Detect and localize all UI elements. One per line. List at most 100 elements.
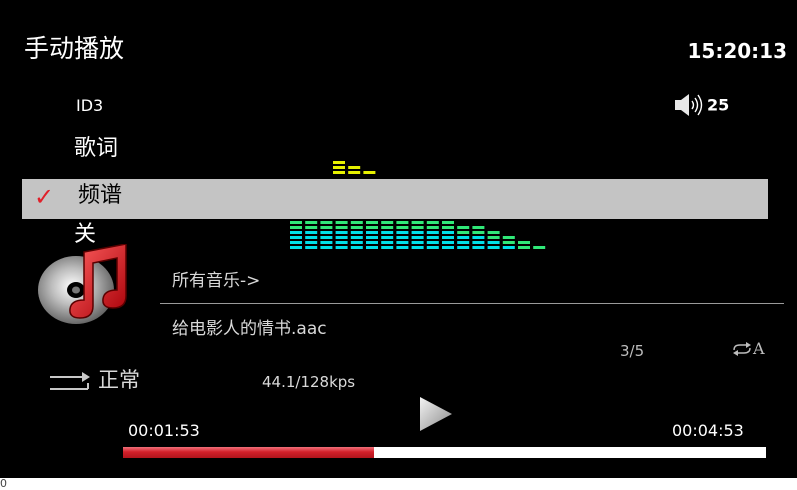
spectrum-segment — [487, 236, 500, 239]
spectrum-segment — [320, 236, 333, 239]
spectrum-segment — [350, 246, 363, 249]
spectrum-segment — [320, 246, 333, 249]
spectrum-segment — [487, 246, 500, 249]
spectrum-segment — [290, 246, 302, 249]
spectrum-segment — [350, 236, 363, 239]
spectrum-segment — [472, 246, 485, 249]
spectrum-segment — [411, 246, 424, 249]
spectrum-segment — [502, 236, 515, 239]
menu-item-off[interactable]: 关 — [74, 222, 97, 247]
volume-level: 25 — [707, 95, 730, 115]
volume-indicator[interactable]: 25 — [675, 94, 729, 116]
play-mode-label[interactable]: 正常 — [98, 368, 140, 392]
spectrum-segment — [350, 226, 363, 229]
elapsed-time: 00:01:53 — [128, 421, 200, 440]
spectrum-segment — [290, 236, 302, 239]
spectrum-segment — [457, 231, 470, 234]
progress-bar[interactable] — [123, 447, 766, 458]
repeat-icon — [733, 341, 751, 356]
spectrum-segment — [305, 226, 318, 229]
spectrum-segment — [305, 231, 318, 234]
corner-mark: 0 — [0, 477, 7, 490]
menu-item-lyrics[interactable]: 歌词 — [74, 136, 119, 161]
spectrum-segment — [290, 241, 302, 244]
spectrum-segment — [457, 226, 470, 229]
spectrum-segment — [381, 226, 394, 229]
spectrum-segment — [366, 236, 378, 239]
spectrum-segment — [472, 236, 485, 239]
spectrum-segment — [305, 221, 318, 224]
clock: 15:20:13 — [687, 39, 788, 63]
spectrum-segment — [426, 231, 439, 234]
repeat-mode-button[interactable]: A — [731, 338, 765, 358]
play-mode-icon[interactable] — [48, 369, 92, 395]
spectrum-segment — [335, 236, 348, 239]
spectrum-segment — [502, 246, 515, 249]
spectrum-segment — [381, 241, 394, 244]
spectrum-segment — [396, 246, 409, 249]
spectrum-segment — [333, 171, 345, 174]
spectrum-segment — [442, 231, 454, 234]
track-filename: 给电影人的情书.aac — [172, 319, 327, 339]
spectrum-segment — [350, 231, 363, 234]
spectrum-segment — [320, 241, 333, 244]
spectrum-segment — [396, 236, 409, 239]
spectrum-segment — [366, 226, 378, 229]
divider — [160, 303, 784, 304]
spectrum-segment — [381, 221, 394, 224]
player-screen: 手动播放 15:20:13 25 ID3 歌词 ✓ 频谱 关 — [0, 0, 797, 478]
spectrum-segment — [442, 226, 454, 229]
spectrum-segment — [320, 221, 333, 224]
spectrum-segment — [457, 241, 470, 244]
spectrum-segment — [472, 241, 485, 244]
spectrum-segment — [411, 221, 424, 224]
spectrum-segment — [290, 221, 302, 224]
spectrum-segment — [348, 166, 361, 169]
spectrum-segment — [320, 231, 333, 234]
spectrum-segment — [396, 241, 409, 244]
page-title: 手动播放 — [24, 34, 125, 63]
menu-item-label: 频谱 — [78, 183, 123, 208]
spectrum-segment — [411, 226, 424, 229]
spectrum-segment — [518, 246, 530, 249]
spectrum-segment — [320, 226, 333, 229]
spectrum-segment — [305, 236, 318, 239]
spectrum-segment — [426, 221, 439, 224]
spectrum-visualizer — [290, 161, 546, 249]
spectrum-segment — [411, 241, 424, 244]
spectrum-segment — [442, 221, 454, 224]
menu-item-spectrum[interactable]: ✓ 频谱 — [22, 179, 768, 219]
spectrum-segment — [426, 246, 439, 249]
spectrum-segment — [396, 221, 409, 224]
spectrum-segment — [366, 246, 378, 249]
spectrum-segment — [366, 231, 378, 234]
speaker-icon — [675, 94, 703, 116]
play-button[interactable] — [418, 396, 456, 432]
spectrum-segment — [426, 236, 439, 239]
spectrum-segment — [335, 241, 348, 244]
music-note-icon — [38, 244, 127, 324]
spectrum-segment — [457, 246, 470, 249]
spectrum-segment — [363, 171, 376, 174]
breadcrumb[interactable]: 所有音乐-> — [172, 271, 261, 291]
spectrum-segment — [442, 246, 454, 249]
spectrum-segment — [396, 226, 409, 229]
spectrum-segment — [487, 231, 500, 234]
track-index: 3/5 — [620, 342, 645, 360]
spectrum-segment — [335, 221, 348, 224]
checkmark-icon: ✓ — [34, 183, 55, 211]
spectrum-segment — [305, 241, 318, 244]
spectrum-segment — [381, 246, 394, 249]
spectrum-segment — [333, 161, 345, 164]
spectrum-segment — [290, 226, 302, 229]
spectrum-segment — [350, 241, 363, 244]
spectrum-segment — [348, 171, 361, 174]
spectrum-segment — [333, 166, 345, 169]
spectrum-segment — [426, 226, 439, 229]
spectrum-segment — [426, 241, 439, 244]
spectrum-segment — [381, 231, 394, 234]
spectrum-segment — [335, 246, 348, 249]
spectrum-segment — [305, 246, 318, 249]
spectrum-segment — [290, 231, 302, 234]
menu-item-id3[interactable]: ID3 — [76, 96, 104, 115]
